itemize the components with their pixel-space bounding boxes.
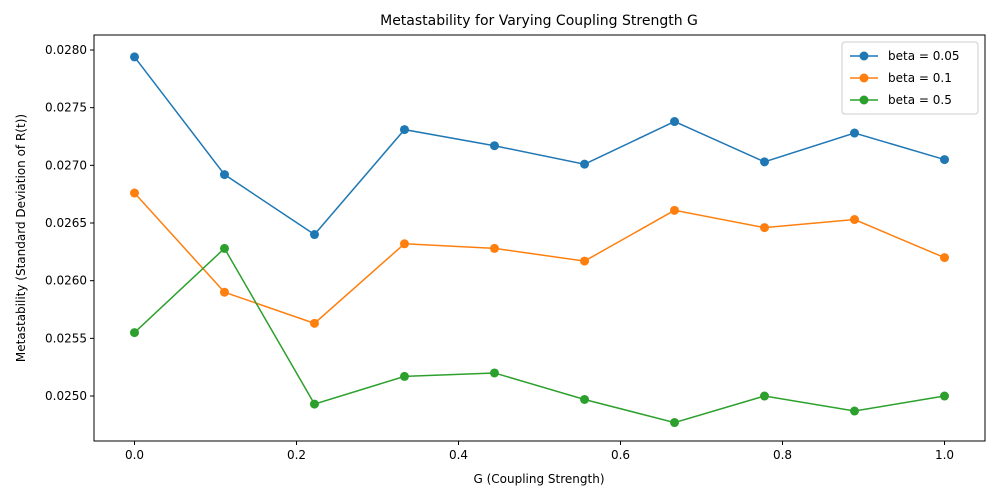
x-axis-label: G (Coupling Strength) [473, 472, 604, 486]
data-point-series-2 [850, 215, 860, 225]
data-point-series-3 [760, 391, 770, 401]
series-line-1 [133, 56, 945, 236]
x-axis: 0.0 0.2 0.4 0.6 0.8 1.0 [125, 441, 954, 462]
y-tick-label: 0.0255 [45, 331, 87, 345]
data-point-series-2 [580, 256, 590, 266]
x-tick-label: 1.0 [935, 448, 954, 462]
axes-frame [93, 34, 986, 442]
x-tick-label: 0.6 [611, 448, 630, 462]
y-axis-label: Metastability (Standard Deviation of R(t… [14, 114, 28, 362]
data-point-series-2 [760, 223, 770, 233]
legend-marker-3 [859, 95, 869, 105]
data-point-series-1 [399, 125, 409, 135]
data-point-series-2 [940, 253, 949, 263]
y-tick-label: 0.0280 [45, 43, 87, 57]
y-tick-label: 0.0270 [45, 158, 87, 172]
y-tick-label: 0.0265 [45, 216, 87, 230]
data-point-series-3 [580, 394, 590, 404]
y-tick-label: 0.0260 [45, 274, 87, 288]
data-point-series-1 [130, 52, 139, 62]
data-point-series-2 [399, 239, 409, 249]
data-point-series-3 [399, 371, 409, 381]
data-point-series-3 [940, 391, 949, 401]
data-point-series-1 [760, 157, 770, 167]
data-point-series-3 [309, 399, 319, 409]
x-tick-label: 0.8 [773, 448, 792, 462]
legend-label-3: beta = 0.5 [888, 93, 952, 107]
x-tick-label: 0.0 [125, 448, 144, 462]
data-point-series-2 [219, 287, 229, 297]
data-point-series-1 [670, 117, 680, 127]
series-line-2 [133, 192, 945, 325]
chart-title: Metastability for Varying Coupling Stren… [380, 13, 698, 29]
data-point-series-3 [489, 368, 499, 378]
legend-label-2: beta = 0.1 [888, 71, 952, 85]
data-point-series-3 [219, 243, 229, 253]
data-point-series-3 [130, 328, 139, 338]
y-tick-label: 0.0275 [45, 101, 87, 115]
legend-marker-1 [859, 51, 869, 61]
x-tick-label: 0.2 [287, 448, 306, 462]
data-point-series-1 [580, 159, 590, 169]
legend-marker-2 [859, 73, 869, 83]
legend: beta = 0.05 beta = 0.1 beta = 0.5 [841, 41, 979, 115]
data-point-series-2 [489, 243, 499, 253]
data-point-series-2 [309, 318, 319, 328]
x-tick-label: 0.4 [449, 448, 468, 462]
legend-label-1: beta = 0.05 [888, 49, 959, 63]
data-point-series-1 [219, 170, 229, 180]
legend-box [841, 41, 979, 115]
series-line-3 [133, 247, 945, 424]
data-point-series-1 [489, 141, 499, 151]
data-point-series-1 [309, 230, 319, 240]
data-point-series-3 [670, 418, 680, 428]
data-point-series-2 [130, 188, 139, 198]
data-point-series-1 [850, 128, 860, 138]
data-point-series-3 [850, 406, 860, 416]
plot-area [130, 52, 949, 428]
y-tick-label: 0.0250 [45, 389, 87, 403]
y-axis: 0.0250 0.0255 0.0260 0.0265 0.0270 0.0275 0.02… [45, 43, 94, 403]
data-point-series-1 [940, 155, 949, 165]
data-point-series-2 [670, 205, 680, 215]
